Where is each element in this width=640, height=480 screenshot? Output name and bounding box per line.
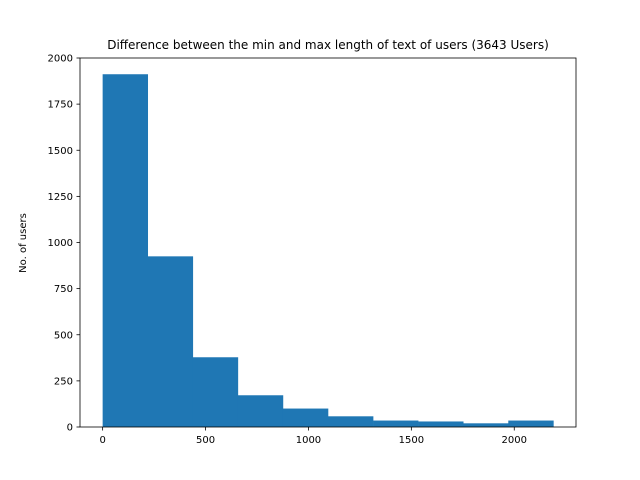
histogram-bar <box>328 416 374 427</box>
x-tick-label: 1000 <box>296 435 321 446</box>
y-tick-label: 1500 <box>48 146 73 157</box>
y-tick-label: 1750 <box>48 100 73 111</box>
x-tick-label: 1500 <box>399 435 424 446</box>
y-axis-label: No. of users <box>18 213 29 273</box>
y-tick-label: 2000 <box>48 54 73 65</box>
x-tick-label: 0 <box>99 435 105 446</box>
chart-title: Difference between the min and max lengt… <box>107 38 549 52</box>
histogram-bar <box>237 395 284 427</box>
y-tick-label: 500 <box>54 330 73 341</box>
y-axis-ticks: 0 250 500 750 1000 1250 1500 1750 2000 <box>48 54 80 434</box>
histogram-bar <box>418 421 464 427</box>
histogram-bar <box>463 423 509 427</box>
y-tick-label: 1000 <box>48 238 73 249</box>
x-tick-label: 2000 <box>502 435 527 446</box>
histogram-bar <box>102 74 149 428</box>
x-tick-label: 500 <box>196 435 215 446</box>
y-tick-label: 250 <box>54 376 73 387</box>
y-tick-label: 1250 <box>48 192 73 203</box>
histogram-bar <box>508 420 554 427</box>
histogram-bar <box>373 420 419 427</box>
bars-group <box>102 74 554 428</box>
histogram-bar <box>147 256 194 427</box>
y-tick-label: 0 <box>67 423 73 434</box>
x-axis-ticks: 0 500 1000 1500 2000 <box>99 427 527 446</box>
histogram-bar <box>192 357 239 427</box>
y-tick-label: 750 <box>54 284 73 295</box>
plot-frame <box>79 57 577 428</box>
histogram-bar <box>282 408 329 427</box>
